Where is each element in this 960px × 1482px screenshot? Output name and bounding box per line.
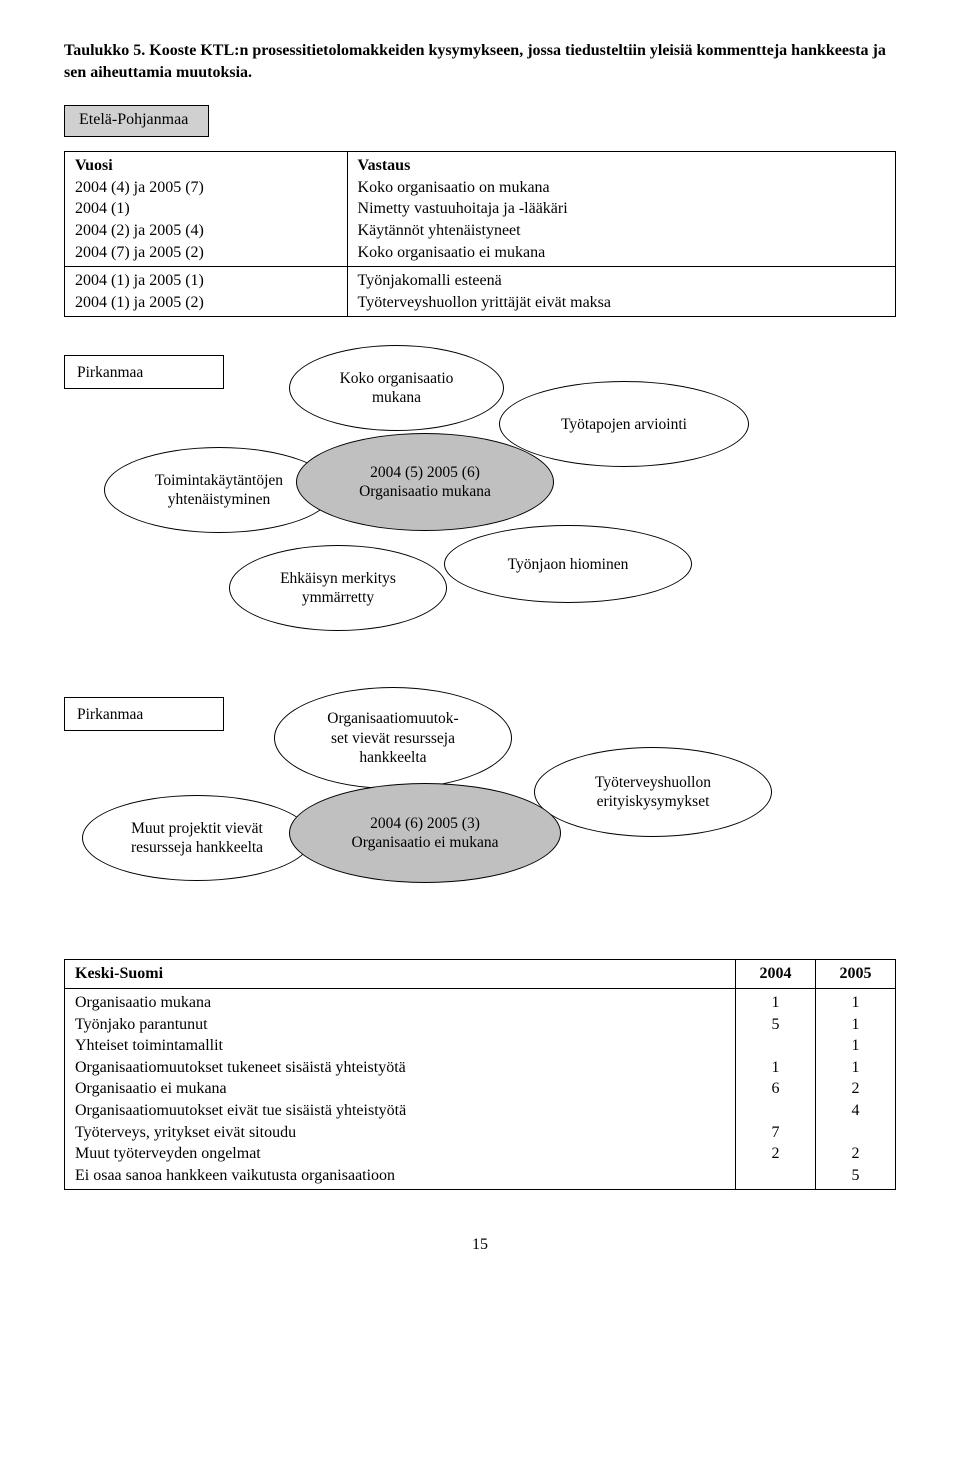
diagram-pirkanmaa-1: Pirkanmaa Koko organisaatio mukana Työta… (64, 345, 896, 655)
page-number: 15 (64, 1236, 896, 1254)
table-row: 2004 (7) ja 2005 (2)Koko organisaatio ei… (65, 242, 896, 267)
right-l2: erityiskysymykset (595, 792, 711, 811)
region-box-pirkanmaa-2: Pirkanmaa (64, 697, 224, 731)
bubble-koko-organisaatio-mukana: Koko organisaatio mukana (289, 345, 504, 431)
bubble-organisaatiomuutokset: Organisaatiomuutok- set vievät resurssej… (274, 687, 512, 789)
table-row: Organisaatiomuutokset eivät tue sisäistä… (65, 1100, 896, 1122)
center-line2: Organisaatio mukana (359, 482, 491, 501)
table-row: Työnjako parantunut51 (65, 1014, 896, 1036)
table-row: Organisaatio mukana11 (65, 988, 896, 1013)
bubble-tyoterveyshuollon: Työterveyshuollon erityiskysymykset (534, 747, 772, 837)
region-box-etela-pohjanmaa: Etelä-Pohjanmaa (64, 105, 209, 137)
col-keski-suomi: Keski-Suomi (65, 960, 736, 989)
table-row: Organisaatio ei mukana62 (65, 1078, 896, 1100)
center2-l1: 2004 (6) 2005 (3) (352, 814, 499, 833)
left-l1: Muut projektit vievät (131, 819, 263, 838)
top-l2: set vievät resursseja (327, 729, 458, 748)
center-bubble-organisaatio-mukana: 2004 (5) 2005 (6) Organisaatio mukana (296, 433, 554, 531)
col-vuosi: Vuosi (65, 152, 348, 177)
table-row: Yhteiset toimintamallit1 (65, 1035, 896, 1057)
top-l3: hankkeelta (327, 748, 458, 767)
table-row: Työterveys, yritykset eivät sitoudu7 (65, 1122, 896, 1144)
table-row: 2004 (1) ja 2005 (2)Työterveyshuollon yr… (65, 292, 896, 317)
diagram-pirkanmaa-2: Pirkanmaa Organisaatiomuutok- set vievät… (64, 687, 896, 927)
table-row: Ei osaa sanoa hankkeen vaikutusta organi… (65, 1165, 896, 1190)
caption-text: Kooste KTL:n prosessitietolomakkeiden ky… (64, 42, 886, 81)
table-etela-pohjanmaa: Vuosi Vastaus 2004 (4) ja 2005 (7)Koko o… (64, 151, 896, 317)
top-l1: Organisaatiomuutok- (327, 709, 458, 728)
table-header-row: Vuosi Vastaus (65, 152, 896, 177)
col-vastaus: Vastaus (347, 152, 895, 177)
table-row: 2004 (2) ja 2005 (4)Käytännöt yhtenäisty… (65, 220, 896, 242)
center-line1: 2004 (5) 2005 (6) (359, 463, 491, 482)
col-2005: 2005 (816, 960, 896, 989)
center2-l2: Organisaatio ei mukana (352, 833, 499, 852)
bubble-tyotapojen-arviointi: Työtapojen arviointi (499, 381, 749, 467)
region-box-pirkanmaa: Pirkanmaa (64, 355, 224, 389)
center-bubble-organisaatio-ei-mukana: 2004 (6) 2005 (3) Organisaatio ei mukana (289, 783, 561, 883)
table-row: Muut työterveyden ongelmat22 (65, 1143, 896, 1165)
left-l2: resursseja hankkeelta (131, 838, 263, 857)
table-row: 2004 (1)Nimetty vastuuhoitaja ja -lääkär… (65, 198, 896, 220)
bubble-tyonjaon-hiominen: Työnjaon hiominen (444, 525, 692, 603)
table-row: Organisaatiomuutokset tukeneet sisäistä … (65, 1057, 896, 1079)
col-2004: 2004 (736, 960, 816, 989)
table-keski-suomi: Keski-Suomi 2004 2005 Organisaatio mukan… (64, 959, 896, 1190)
caption-label: Taulukko 5. (64, 42, 145, 59)
table-row: 2004 (4) ja 2005 (7)Koko organisaatio on… (65, 177, 896, 199)
table-caption: Taulukko 5. Kooste KTL:n prosessitietolo… (64, 40, 896, 83)
bubble-muut-projektit: Muut projektit vievät resursseja hankkee… (82, 795, 312, 881)
table-row: 2004 (1) ja 2005 (1)Työnjakomalli esteen… (65, 267, 896, 292)
table-header-row: Keski-Suomi 2004 2005 (65, 960, 896, 989)
right-l1: Työterveyshuollon (595, 773, 711, 792)
bubble-ehkaisyn-merkitys: Ehkäisyn merkitys ymmärretty (229, 545, 447, 631)
